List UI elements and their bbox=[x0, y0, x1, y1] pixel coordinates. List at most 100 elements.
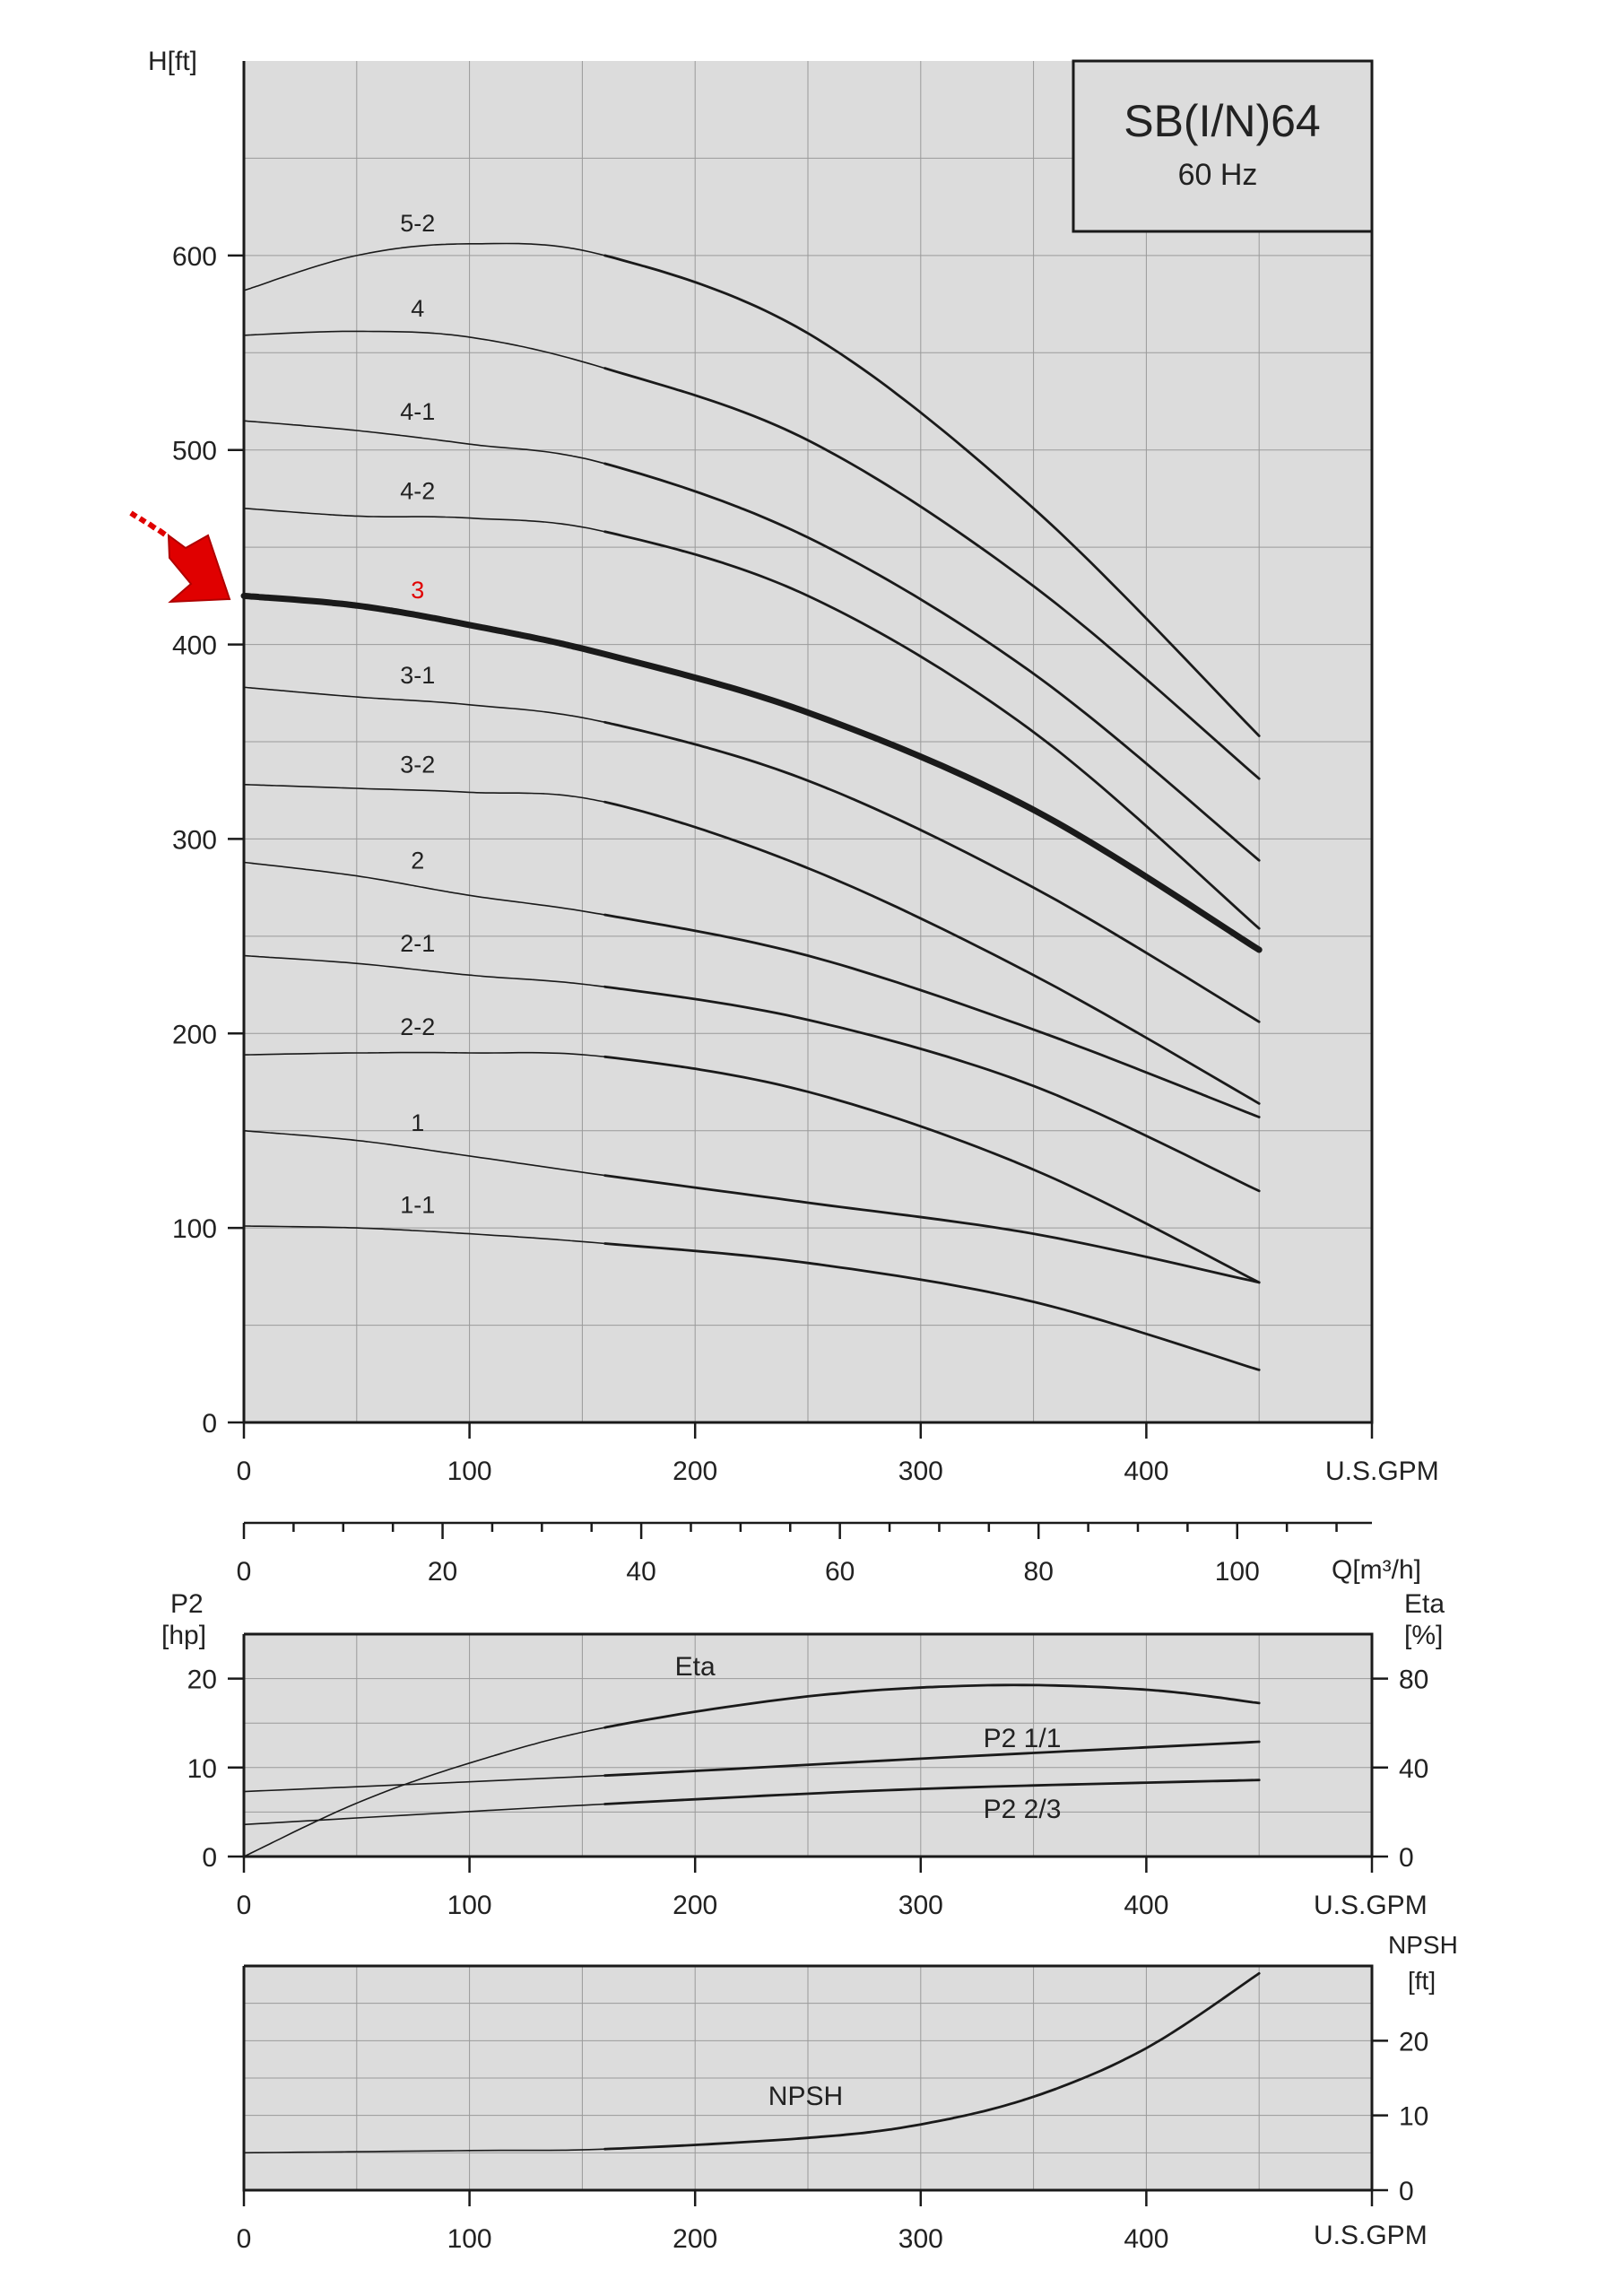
head-ticks: 0 100 200 300 400 500 600 0 100 200 300 400 bbox=[172, 242, 1374, 1486]
head-curve-3-1-thin bbox=[243, 686, 606, 724]
flow-m3h-tick-label: 40 bbox=[626, 1557, 655, 1587]
head-xtick-label: 200 bbox=[673, 1457, 717, 1486]
npsh-xtick-label: 100 bbox=[447, 2224, 492, 2254]
npsh-xtick-label: 200 bbox=[673, 2224, 717, 2254]
npsh-grid bbox=[244, 1966, 1372, 2190]
head-xtick-label: 400 bbox=[1124, 1457, 1168, 1486]
head-axes-frame bbox=[242, 61, 1374, 1424]
flow-m3h-tick-label: 80 bbox=[1024, 1557, 1054, 1587]
head-ytick-label: 300 bbox=[172, 825, 217, 855]
head-curve-label: 4 bbox=[411, 295, 424, 322]
npsh-axis-unit: [ft] bbox=[1408, 1967, 1436, 1995]
head-ytick-label: 100 bbox=[172, 1214, 217, 1244]
power-curve-label: P2 1/1 bbox=[984, 1724, 1062, 1753]
head-curve-label: 2-1 bbox=[400, 930, 435, 957]
npsh-ytick-label: 20 bbox=[1399, 2027, 1428, 2057]
head-curves bbox=[240, 242, 1263, 1371]
power-curve-thin bbox=[243, 1803, 606, 1826]
head-xtick-label: 100 bbox=[447, 1457, 492, 1486]
head-ytick-label: 400 bbox=[172, 631, 217, 661]
eta-axis-label: Eta bbox=[1404, 1589, 1445, 1619]
head-curve-label: 1 bbox=[411, 1109, 424, 1136]
power-x-axis-label: U.S.GPM bbox=[1314, 1891, 1428, 1920]
head-curve-2-1-thin bbox=[243, 954, 606, 987]
head-curve-label: 5-2 bbox=[400, 210, 435, 237]
head-curve-label: 3-1 bbox=[400, 662, 435, 689]
power-ytick-label: 10 bbox=[187, 1754, 217, 1784]
npsh-curve-thick bbox=[603, 1971, 1261, 2151]
npsh-xtick-label: 0 bbox=[237, 2224, 252, 2254]
eta-ytick-label: 40 bbox=[1399, 1754, 1428, 1784]
power-ytick-label: 0 bbox=[202, 1843, 217, 1873]
head-grid bbox=[244, 61, 1372, 1422]
head-curve-1-thick bbox=[603, 1174, 1261, 1284]
head-curve-label: 4-2 bbox=[400, 478, 435, 505]
flow-m3h-ticks: 0 20 40 60 80 100 bbox=[237, 1523, 1338, 1587]
eta-ytick-label: 0 bbox=[1399, 1843, 1414, 1873]
power-xtick-label: 100 bbox=[447, 1891, 492, 1920]
head-curve-5-2-thin bbox=[243, 242, 606, 291]
head-curve-4-2-thin bbox=[243, 508, 606, 533]
npsh-curves bbox=[243, 1971, 1261, 2154]
head-chart: 0 100 200 300 400 500 600 0 100 200 300 400 H[ft] U… bbox=[129, 47, 1439, 1486]
head-curve-label: 1-1 bbox=[400, 1192, 435, 1219]
power-grid bbox=[244, 1634, 1372, 1857]
power-curve-label: P2 2/3 bbox=[984, 1795, 1062, 1824]
head-x-axis-label: U.S.GPM bbox=[1325, 1457, 1439, 1486]
frequency-label: 60 Hz bbox=[1178, 158, 1258, 192]
flow-m3h-axis: 0 20 40 60 80 100 Q[m³/h] bbox=[237, 1521, 1421, 1587]
head-curve-label: 4-1 bbox=[400, 398, 435, 425]
model-name: SB(I/N)64 bbox=[1124, 96, 1321, 146]
head-curve-4-1-thin bbox=[243, 420, 606, 465]
red-arrow-icon bbox=[129, 510, 231, 604]
power-xtick-label: 0 bbox=[237, 1891, 252, 1920]
head-curve-3-1-thick bbox=[603, 720, 1261, 1023]
npsh-ytick-label: 10 bbox=[1399, 2102, 1428, 2132]
power-xtick-label: 300 bbox=[898, 1891, 943, 1920]
power-curve-thin bbox=[243, 1726, 606, 1857]
power-curves bbox=[243, 1683, 1261, 1857]
head-curve-2-2-thin bbox=[243, 1051, 606, 1058]
power-curve-label: Eta bbox=[675, 1652, 716, 1682]
head-curve-label: 3 bbox=[411, 577, 424, 604]
head-curve-4-2-thick bbox=[603, 530, 1261, 930]
head-curve-5-2-thick bbox=[603, 254, 1261, 737]
npsh-xtick-label: 300 bbox=[898, 2224, 943, 2254]
npsh-x-axis-label: U.S.GPM bbox=[1314, 2221, 1428, 2250]
power-curve-thin bbox=[243, 1774, 606, 1793]
head-curve-4-thick bbox=[603, 367, 1261, 780]
power-curve-labels: Eta P2 1/1 P2 2/3 bbox=[675, 1652, 1062, 1824]
head-y-axis-label: H[ft] bbox=[148, 47, 197, 76]
head-curve-3-2-thin bbox=[243, 783, 606, 803]
head-curve-4-thin bbox=[243, 330, 606, 370]
flow-m3h-tick-label: 0 bbox=[237, 1557, 252, 1587]
head-curve-2-thick bbox=[603, 913, 1261, 1118]
power-curve-thick bbox=[603, 1779, 1261, 1805]
power-xtick-label: 200 bbox=[673, 1891, 717, 1920]
head-ytick-label: 0 bbox=[202, 1409, 217, 1439]
eta-ytick-label: 80 bbox=[1399, 1665, 1428, 1695]
model-title-box: SB(I/N)64 60 Hz bbox=[1072, 59, 1374, 233]
head-curve-label: 2 bbox=[411, 847, 424, 874]
head-curve-label: 3-2 bbox=[400, 751, 435, 778]
flow-m3h-tick-label: 60 bbox=[825, 1557, 855, 1587]
eta-axis-unit: [%] bbox=[1404, 1621, 1443, 1650]
power-y-axis-label: P2 bbox=[170, 1589, 204, 1619]
head-xtick-label: 300 bbox=[898, 1457, 943, 1486]
head-curve-2-2-thick bbox=[603, 1055, 1261, 1284]
head-curve-2-thin bbox=[243, 861, 606, 916]
head-curve-label: 2-2 bbox=[400, 1013, 435, 1040]
npsh-axis-label: NPSH bbox=[1388, 1931, 1458, 1959]
head-ytick-label: 200 bbox=[172, 1020, 217, 1049]
head-xtick-label: 0 bbox=[237, 1457, 252, 1486]
power-y-axis-unit: [hp] bbox=[161, 1621, 206, 1650]
power-curve-thick bbox=[603, 1740, 1261, 1778]
flow-m3h-tick-label: 20 bbox=[428, 1557, 457, 1587]
head-curve-labels: 5-2 4 4-1 4-2 3 3-1 3-2 2 2-1 2-2 1 1-1 bbox=[400, 210, 435, 1219]
head-ytick-label: 600 bbox=[172, 242, 217, 272]
npsh-curve-thin bbox=[243, 2148, 606, 2154]
npsh-curve-label: NPSH bbox=[768, 2082, 843, 2111]
